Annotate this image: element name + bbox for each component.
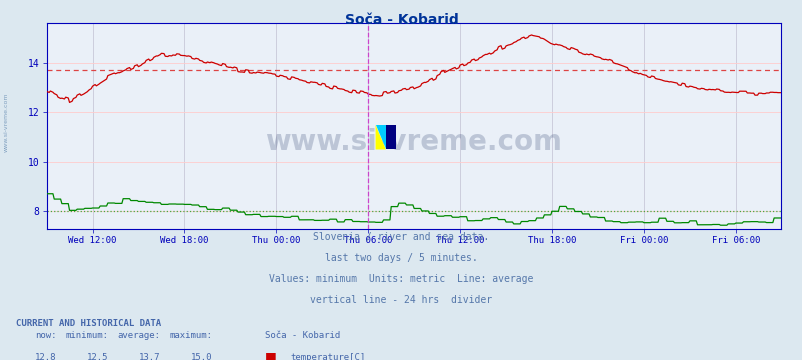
Text: average:: average:	[117, 332, 160, 341]
Text: Soča - Kobarid: Soča - Kobarid	[265, 332, 340, 341]
Text: Soča - Kobarid: Soča - Kobarid	[344, 13, 458, 27]
Text: Values: minimum  Units: metric  Line: average: Values: minimum Units: metric Line: aver…	[269, 274, 533, 284]
Text: temperature[C]: temperature[C]	[290, 353, 366, 360]
Text: CURRENT AND HISTORICAL DATA: CURRENT AND HISTORICAL DATA	[16, 319, 161, 328]
Text: ■: ■	[265, 350, 277, 360]
Text: Slovenia / river and sea data.: Slovenia / river and sea data.	[313, 232, 489, 242]
Text: minimum:: minimum:	[65, 332, 108, 341]
Text: 12.5: 12.5	[87, 353, 108, 360]
Text: 15.0: 15.0	[191, 353, 213, 360]
Text: now:: now:	[34, 332, 56, 341]
Polygon shape	[386, 125, 395, 149]
Polygon shape	[375, 125, 386, 149]
Text: 13.7: 13.7	[139, 353, 160, 360]
Text: vertical line - 24 hrs  divider: vertical line - 24 hrs divider	[310, 295, 492, 305]
Text: maximum:: maximum:	[169, 332, 213, 341]
Text: last two days / 5 minutes.: last two days / 5 minutes.	[325, 253, 477, 263]
Text: 12.8: 12.8	[34, 353, 56, 360]
Text: www.si-vreme.com: www.si-vreme.com	[265, 129, 561, 156]
Text: www.si-vreme.com: www.si-vreme.com	[4, 93, 9, 152]
Polygon shape	[375, 125, 386, 149]
